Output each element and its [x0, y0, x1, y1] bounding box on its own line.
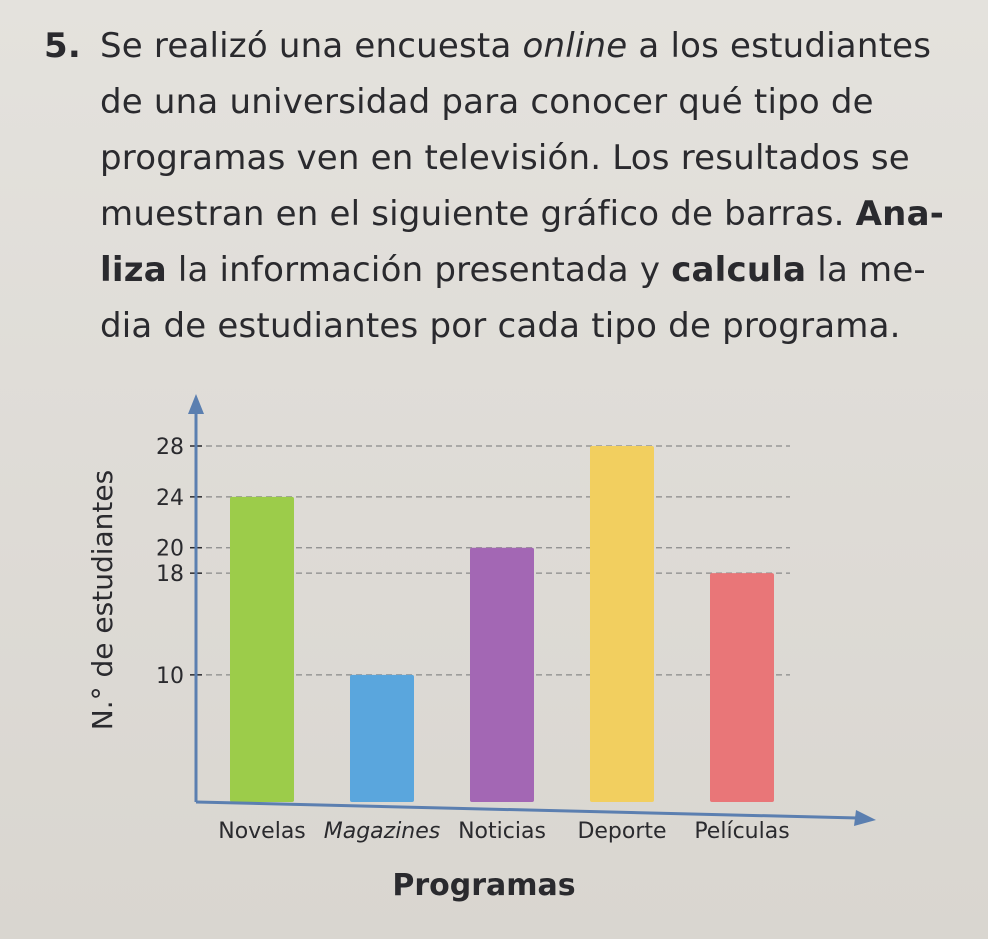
- category-label-deporte: Deporte: [577, 819, 666, 844]
- problem-line-3: programas ven en televisión. Los resulta…: [100, 138, 910, 178]
- problem-number: 5.: [44, 26, 81, 66]
- problem-line-5: liza la información presentada y calcula…: [100, 250, 926, 290]
- category-label-novelas: Novelas: [218, 819, 306, 844]
- bar-películas: [710, 573, 774, 802]
- bar-magazines: [350, 674, 414, 802]
- ytick-label-18: 18: [156, 562, 184, 587]
- y-axis-title: N.° de estudiantes: [86, 470, 119, 730]
- bar-novelas: [230, 496, 294, 802]
- x-axis-title: Programas: [392, 868, 575, 903]
- ytick-label-20: 20: [156, 537, 184, 562]
- problem-line-6: dia de estudiantes por cada tipo de prog…: [100, 306, 901, 346]
- problem-statement: 5. Se realizó una encuesta online a los e…: [44, 18, 944, 354]
- y-axis-arrow: [188, 394, 204, 414]
- ytick-label-28: 28: [156, 435, 184, 460]
- bar-noticias: [470, 547, 534, 802]
- ytick-label-24: 24: [156, 486, 184, 511]
- category-label-magazines: Magazines: [324, 819, 441, 844]
- x-axis: [195, 800, 859, 820]
- x-axis-arrow: [854, 810, 876, 826]
- ytick-label-10: 10: [156, 664, 184, 689]
- problem-line-1: 5. Se realizó una encuesta online a los e…: [44, 18, 944, 74]
- category-label-noticias: Noticias: [458, 819, 546, 844]
- problem-line-2: de una universidad para conocer qué tipo…: [100, 82, 874, 122]
- category-label-películas: Películas: [694, 819, 789, 844]
- bar-deporte: [590, 446, 654, 802]
- problem-line-4: muestran en el siguiente gráfico de barr…: [100, 194, 945, 234]
